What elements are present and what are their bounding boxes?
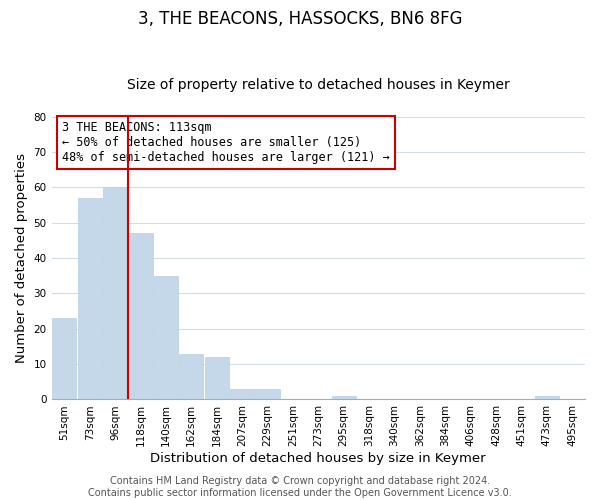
Bar (52, 318, 76, 400)
Y-axis label: Number of detached properties: Number of detached properties (15, 153, 28, 363)
Bar (256, 389, 280, 400)
Bar (103, 188, 127, 400)
Bar (205, 357, 229, 400)
Bar (230, 389, 254, 400)
Text: Contains HM Land Registry data © Crown copyright and database right 2024.
Contai: Contains HM Land Registry data © Crown c… (88, 476, 512, 498)
Bar (154, 276, 178, 400)
Text: 3, THE BEACONS, HASSOCKS, BN6 8FG: 3, THE BEACONS, HASSOCKS, BN6 8FG (138, 10, 462, 28)
Title: Size of property relative to detached houses in Keymer: Size of property relative to detached ho… (127, 78, 509, 92)
Bar (179, 354, 203, 400)
Text: 3 THE BEACONS: 113sqm
← 50% of detached houses are smaller (125)
48% of semi-det: 3 THE BEACONS: 113sqm ← 50% of detached … (62, 121, 390, 164)
Bar (77, 198, 102, 400)
Bar (128, 234, 152, 400)
Bar (535, 396, 559, 400)
X-axis label: Distribution of detached houses by size in Keymer: Distribution of detached houses by size … (151, 452, 486, 465)
Bar (332, 396, 356, 400)
